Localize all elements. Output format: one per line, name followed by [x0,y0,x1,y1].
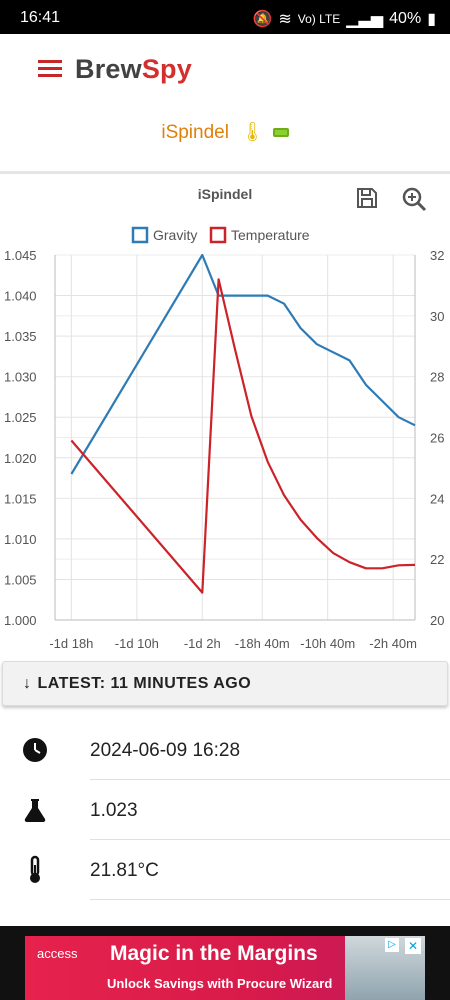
y-left-tick-label: 1.005 [4,572,37,587]
y-right-tick-label: 22 [430,552,444,567]
line-chart: 1.000 1.005 1.010 1.015 1.020 1.025 1.030 1.035… [4,226,444,651]
ad-subline: Unlock Savings with Procure Wizard [107,976,333,991]
status-time: 16:41 [20,9,61,26]
legend-swatch [209,226,227,244]
thermometer-icon [20,855,50,885]
y-left-tick-label: 1.040 [4,289,37,304]
battery-percent: 40% [389,10,422,27]
brand-part1: Brew [75,54,142,84]
signal-icon: ▁▃▅ [346,11,384,28]
reading-value: 2024-06-09 16:28 [90,740,241,761]
arrow-down-icon: ↓ [23,674,32,692]
divider [90,899,450,900]
x-tick-label: -1d 10h [115,636,159,651]
battery-icon [272,128,289,138]
battery-icon: ▮ [427,11,436,28]
reading-value: 21.81°C [90,860,159,881]
reading-gravity: 1.023 [0,780,450,840]
x-tick-label: -2h 40m [369,636,417,651]
legend-swatch [131,226,149,244]
series-line-gravity [70,253,416,475]
latest-bar[interactable]: ↓ LATEST: 11 MINUTES AGO [2,661,448,706]
reading-time: 2024-06-09 16:28 [0,720,450,780]
menu-icon[interactable] [38,60,62,78]
y-left-tick-label: 1.020 [4,451,37,466]
mute-icon: 🔕 [252,11,273,28]
device-name: iSpindel [161,122,229,143]
latest-label: LATEST: 11 MINUTES AGO [37,674,252,692]
y-right-tick-label: 32 [430,248,444,263]
series-line-temperature [70,278,416,594]
y-left-tick-label: 1.015 [4,491,37,506]
y-left-tick-label: 1.045 [4,248,37,263]
readings-list: 2024-06-09 16:28 1.023 21.81°C [0,720,450,900]
status-bar: 16:41 🔕 ≋ Vo) LTE ▁▃▅ 40% ▮ [0,0,450,34]
ad-banner[interactable]: access Magic in the Margins Unlock Savin… [0,926,450,1000]
y-right-tick-label: 30 [430,309,444,324]
ad-choices-icon[interactable]: ▷ [385,938,399,952]
save-icon[interactable] [355,186,381,212]
y-left-tick-label: 1.010 [4,532,37,547]
y-left-tick-label: 1.035 [4,329,37,344]
thermometer-icon: 🌡 [240,122,265,143]
reading-value: 1.023 [90,800,138,821]
x-tick-label: -1d 18h [49,636,93,651]
chart-card: iSpindel 1.000 1.005 1.010 1.015 1.020 1.025 1… [0,175,450,660]
ad-headline: Magic in the Margins [110,942,318,965]
reading-temperature: 21.81°C [0,840,450,900]
x-tick-label: -1d 2h [184,636,221,651]
x-tick-label: -18h 40m [235,636,290,651]
x-tick-label: -10h 40m [300,636,355,651]
flask-icon [20,795,50,825]
app-header: BrewSpy iSpindel 🌡 [0,34,450,174]
legend-label: Temperature [231,227,310,243]
brand-part2: Spy [141,54,192,84]
y-left-tick-label: 1.025 [4,410,37,425]
y-left-tick-label: 1.030 [4,370,37,385]
chart-title: iSpindel [197,186,253,202]
clock-icon [20,735,50,765]
device-info: iSpindel 🌡 [0,120,450,144]
zoom-icon[interactable] [401,186,427,212]
ad-brand: access [37,946,78,961]
y-right-tick-label: 26 [430,431,444,446]
app-brand: BrewSpy [75,54,192,85]
close-icon[interactable]: ✕ [405,938,421,954]
network-label: Vo) LTE [297,12,341,26]
y-right-tick-label: 24 [430,491,444,506]
divider [90,779,450,780]
divider [90,839,450,840]
y-right-tick-label: 20 [430,613,444,628]
ad-creative[interactable]: access Magic in the Margins Unlock Savin… [25,936,425,1000]
y-right-tick-label: 28 [430,370,444,385]
y-left-tick-label: 1.000 [4,613,37,628]
wifi-icon: ≋ [278,11,292,28]
legend-label: Gravity [153,227,197,243]
